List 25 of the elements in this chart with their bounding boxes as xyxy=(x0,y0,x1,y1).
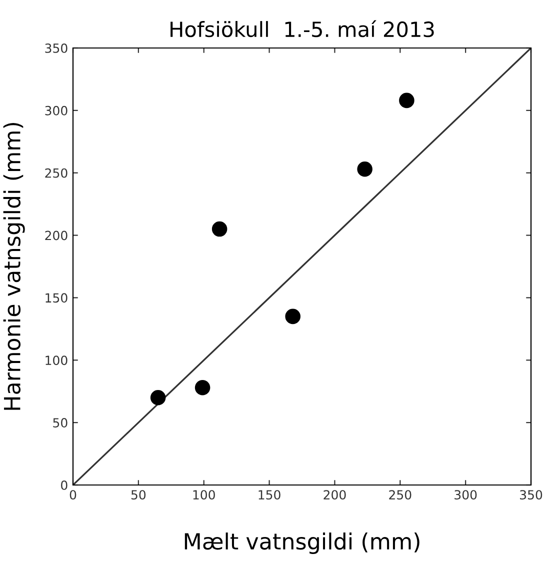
x-tick-label: 100 xyxy=(193,490,215,500)
y-tick-label: 0 xyxy=(61,480,68,490)
point xyxy=(285,308,300,324)
y-tick-label: 50 xyxy=(53,418,68,428)
point xyxy=(399,92,414,108)
x-tick-label: 50 xyxy=(131,490,146,500)
point xyxy=(357,161,372,177)
y-tick-label: 250 xyxy=(45,168,68,178)
y-tick-label: 350 xyxy=(45,43,68,53)
x-tick-label: 350 xyxy=(520,490,542,500)
point xyxy=(212,221,228,237)
y-axis-title: Harmonie vatnsgildi (mm) xyxy=(3,122,25,410)
x-axis-title: Mælt vatnsgildi (mm) xyxy=(184,532,420,554)
point xyxy=(150,390,166,406)
y-tick-label: 200 xyxy=(45,230,68,240)
x-tick-label: 0 xyxy=(70,490,76,500)
point xyxy=(194,380,210,396)
x-tick-label: 300 xyxy=(454,490,477,500)
x-tick-label: 250 xyxy=(389,490,412,500)
x-tick-label: 200 xyxy=(324,490,346,500)
y-tick-label: 150 xyxy=(46,293,68,303)
chart-title: Hofsiökull 1.-5. maí 2013 xyxy=(170,20,434,38)
y-tick-label: 300 xyxy=(45,106,68,116)
y-tick-label: 100 xyxy=(46,356,68,366)
x-tick-label: 150 xyxy=(258,490,280,500)
